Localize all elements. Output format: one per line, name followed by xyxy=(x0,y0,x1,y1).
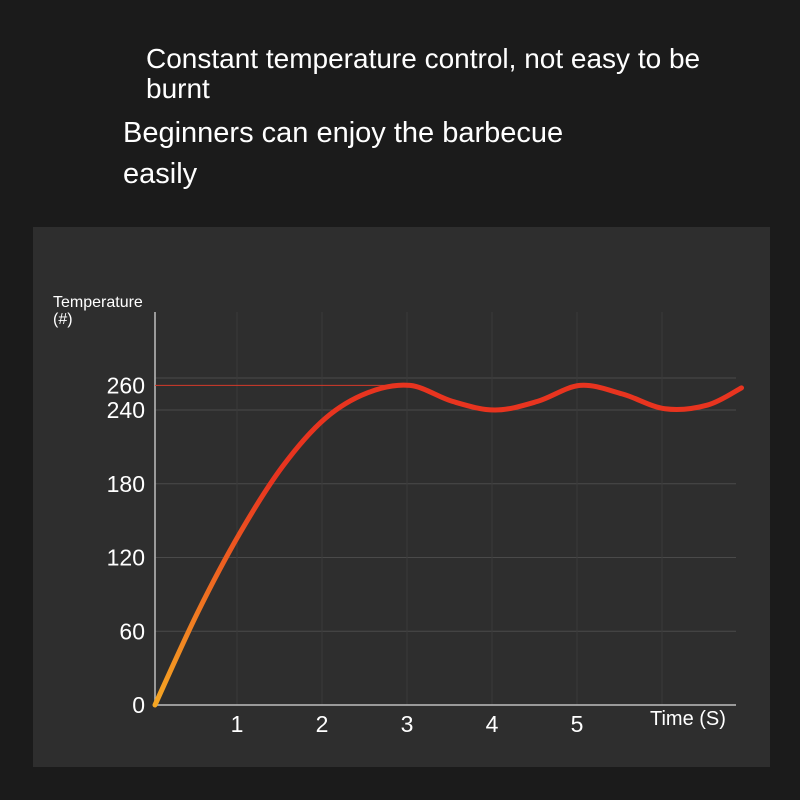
chart-panel: 0 60 120 180 240 260 1 2 3 4 5 Temperature (#) Tim… xyxy=(33,227,770,767)
series-line-temperature xyxy=(152,382,744,708)
x-tick-label: 4 xyxy=(486,711,499,737)
x-axis-label: Time (S) xyxy=(650,708,726,730)
headline-constant-temperature: Constant temperature control, not easy t… xyxy=(146,43,701,104)
x-tick-label: 3 xyxy=(401,711,414,737)
y-tick-label: 260 xyxy=(107,372,145,398)
x-tick-label: 2 xyxy=(316,711,329,737)
y-tick-label: 0 xyxy=(132,692,145,718)
x-tick-label: 1 xyxy=(231,711,244,737)
y-tick-label: 120 xyxy=(107,545,145,571)
y-tick-label: 180 xyxy=(107,471,145,497)
y-axis-label: Temperature (#) xyxy=(53,294,143,328)
y-tick-label: 60 xyxy=(119,618,145,644)
x-tick-label: 5 xyxy=(571,711,584,737)
headline-beginners: Beginners can enjoy the barbecue easily xyxy=(123,117,564,190)
y-tick-label: 240 xyxy=(107,397,145,423)
